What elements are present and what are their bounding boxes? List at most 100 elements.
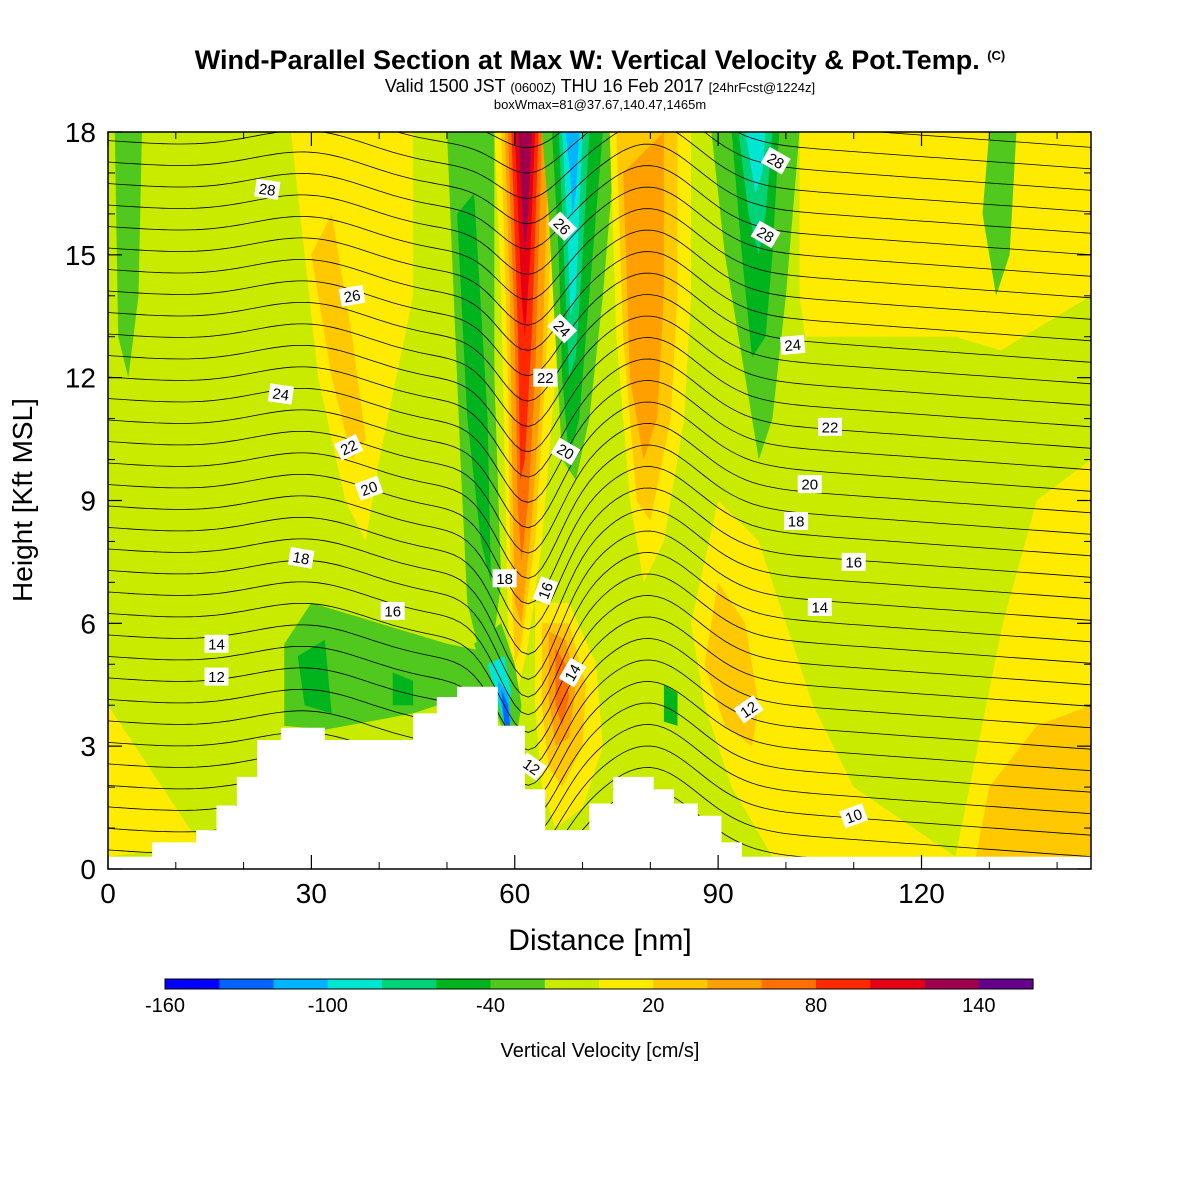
- isentrope-label: 16: [841, 552, 866, 571]
- isentrope-line: [108, 616, 1091, 751]
- chart-title: Wind-Parallel Section at Max W: Vertical…: [0, 40, 1200, 76]
- isentrope-line: [108, 530, 1091, 680]
- isentrope-label-box: [550, 437, 581, 466]
- isentrope-label: 28: [760, 146, 791, 175]
- isentrope-label-text: 28: [754, 224, 777, 247]
- isentrope-label-text: 18: [788, 514, 805, 531]
- isentrope-line: [874, 132, 1091, 148]
- colorbar-swatch: [273, 979, 329, 989]
- isentrope-label-box: [750, 220, 781, 249]
- isentrope-line: [108, 0, 1091, 18]
- axis-ticks: 0 30 60 90 120 0 3 6 9 12 15 18: [65, 117, 1091, 909]
- isentrope-label-text: 18: [291, 549, 310, 569]
- isentrope-label-text: 12: [737, 698, 760, 721]
- colorbar: -160 -100 -40 20 80 140: [145, 978, 1034, 1017]
- chart-title-text: Wind-Parallel Section at Max W: Vertical…: [194, 45, 980, 75]
- isentrope-label: 12: [204, 667, 229, 686]
- isentrope-label: 16: [380, 602, 405, 621]
- isentrope-line: [108, 595, 1091, 733]
- colorbar-swatch: [707, 979, 763, 989]
- shade-lower-right-gold: [975, 705, 1091, 857]
- y-tick-label: 9: [80, 486, 96, 517]
- isentrope-line: [108, 724, 1091, 839]
- isentrope-label: 28: [750, 220, 781, 249]
- isentrope-label-box: [338, 284, 366, 307]
- isentrope-line: [108, 487, 1091, 630]
- isentrope-label-box: [516, 752, 547, 781]
- isentrope-line: [108, 401, 1091, 529]
- shade-right-downdraft-cyan: [565, 132, 580, 214]
- isentrope-line: [108, 208, 1091, 301]
- isentrope-label: 18: [287, 546, 315, 569]
- isentrope-line: [108, 294, 1091, 402]
- isentrope-label: 14: [204, 634, 229, 653]
- colorbar-swatch: [816, 979, 871, 989]
- isentrope-line: [108, 466, 1091, 605]
- valid-date: THU 16 Feb 2017: [560, 76, 704, 96]
- y-tick-label: 3: [80, 731, 96, 762]
- shade-midright-green-blob: [663, 684, 678, 726]
- isentrope-label: 26: [547, 211, 578, 242]
- isentrope-label-text: 26: [343, 287, 362, 307]
- colorbar-swatch: [924, 979, 980, 989]
- isentrope-label-box: [784, 512, 809, 530]
- isentrope-label-box: [204, 667, 229, 686]
- isentrope-label: 28: [254, 178, 281, 200]
- y-tick-label: 6: [80, 608, 96, 639]
- isentrope-label-text: 18: [496, 571, 513, 588]
- isentrope-label-text: 10: [843, 806, 864, 828]
- valid-prefix: Valid 1500 JST: [384, 76, 506, 96]
- terrain-fill: [108, 686, 1091, 869]
- y-tick-label: 18: [65, 117, 96, 148]
- isentrope-line: [108, 552, 1091, 698]
- isentrope-label-text: 28: [764, 150, 787, 173]
- isentrope-label-text: 12: [208, 669, 225, 686]
- isentrope-label-box: [779, 334, 806, 355]
- isentrope-line: [108, 702, 1091, 822]
- shade-midright-yellow: [691, 500, 956, 857]
- isentrope-label-text: 16: [384, 604, 401, 621]
- isentrope-label-box: [532, 576, 558, 605]
- isentrope-label-box: [841, 552, 866, 571]
- isentrope-label-text: 16: [535, 580, 557, 601]
- isentrope-label: 10: [839, 803, 869, 829]
- isentrope-line: [108, 251, 1091, 351]
- shade-downdraft-core: [457, 193, 491, 583]
- colorbar-swatch: [382, 979, 437, 989]
- isentrope-label: 20: [550, 437, 581, 466]
- isentrope-label-text: 22: [537, 370, 554, 387]
- isentrope-label: 22: [334, 434, 364, 461]
- colorbar-swatch: [219, 979, 275, 989]
- shade-lowleft-yellow: [108, 705, 203, 857]
- isentrope-line: [108, 143, 1091, 234]
- isentrope-label-box: [797, 475, 822, 494]
- isentrope-label-box: [354, 475, 384, 501]
- shade-low-green-core: [297, 639, 332, 714]
- colorbar-swatch: [653, 979, 709, 989]
- isentrope-line: [108, 15, 1091, 104]
- isentrope-label-text: 14: [562, 662, 585, 685]
- shade-far-right-teal: [745, 132, 766, 194]
- isentrope-label-box: [733, 695, 764, 724]
- isentrope-line: [108, 132, 1091, 213]
- isentrope-line: [108, 358, 1091, 478]
- isentrope-label-box: [818, 417, 842, 436]
- y-tick-label: 15: [65, 240, 96, 271]
- isentrope-label-box: [492, 569, 517, 588]
- x-axis-label: Distance [nm]: [508, 924, 691, 957]
- isentrope-label: 12: [733, 695, 764, 724]
- isentrope-label: 24: [267, 383, 295, 405]
- title-block: Wind-Parallel Section at Max W: Vertical…: [0, 40, 1200, 112]
- shade-left-green: [114, 132, 142, 378]
- isentrope-label-box: [547, 313, 578, 344]
- velocity-shading: [108, 132, 1091, 869]
- y-tick-label: 0: [80, 854, 96, 885]
- isentrope-label-box: [533, 368, 558, 387]
- valid-line: Valid 1500 JST (0600Z) THU 16 Feb 2017 […: [0, 76, 1200, 98]
- isentrope-line: [108, 165, 1091, 256]
- isentrope-label: 14: [558, 657, 587, 688]
- colorbar-swatch: [599, 979, 654, 989]
- box-info: boxWmax=81@37.67,140.47,1465m: [493, 97, 707, 112]
- isentrope-line: [108, 638, 1091, 769]
